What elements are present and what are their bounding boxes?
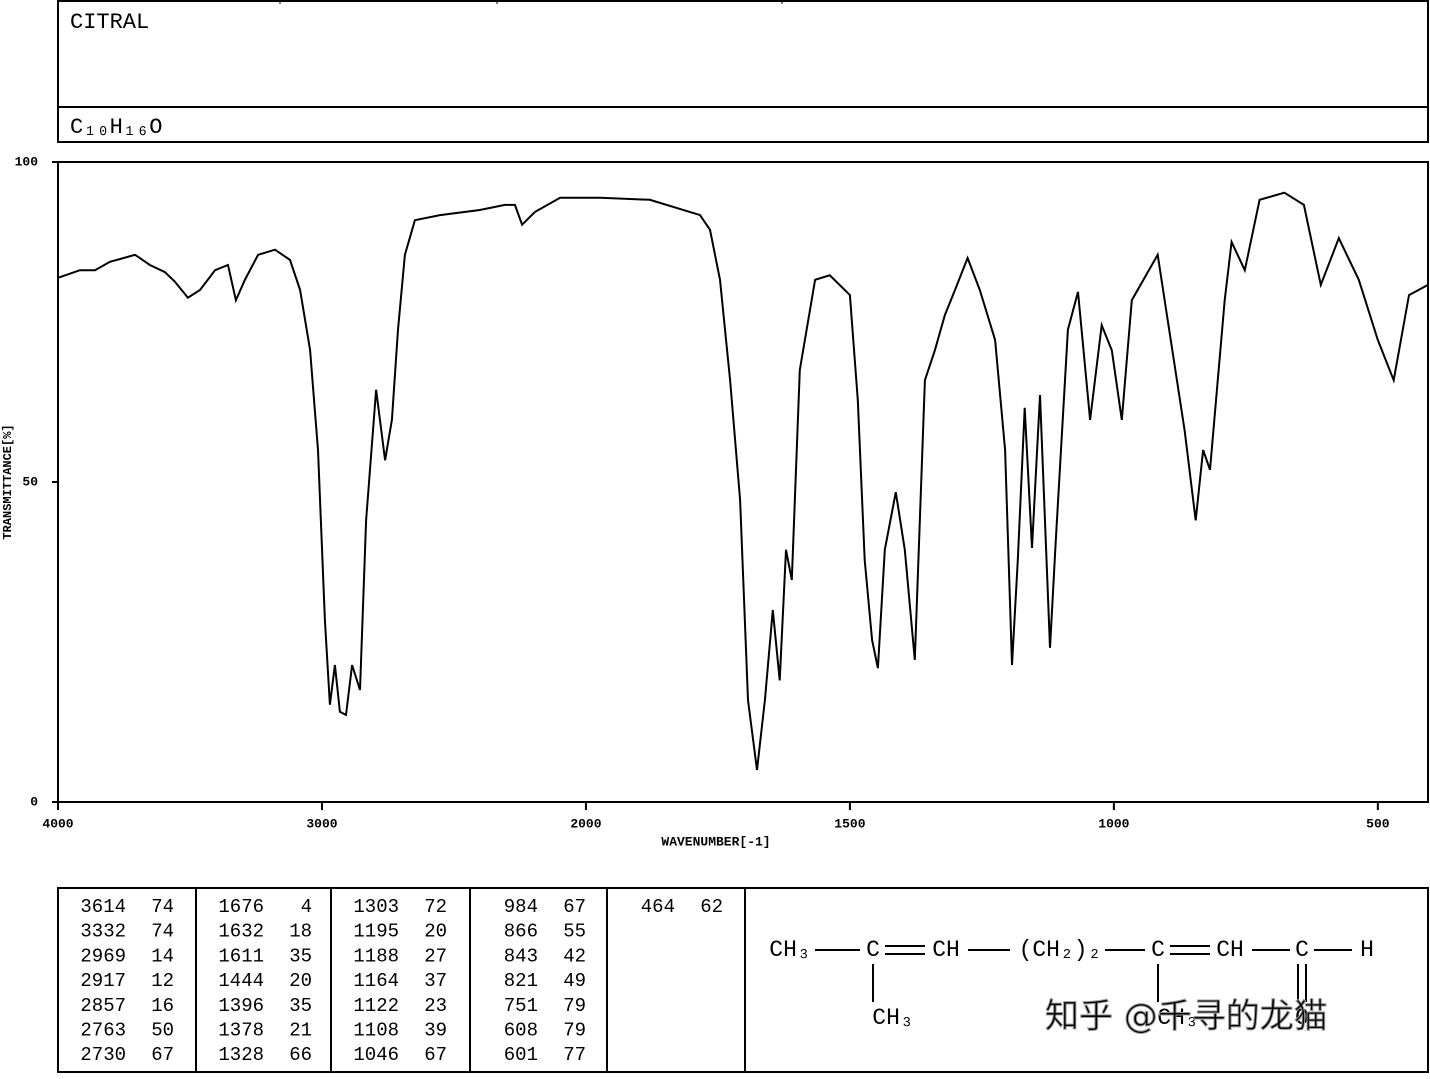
peak-transmittance: 35 [289, 995, 312, 1017]
peak-transmittance: 20 [424, 921, 447, 943]
peak-transmittance: 67 [424, 1044, 447, 1066]
peak-wavenumber: 1046 [353, 1044, 399, 1066]
structure-group: C [1295, 937, 1309, 963]
peak-wavenumber: 984 [504, 896, 538, 918]
header-box [57, 0, 1429, 143]
peak-wavenumber: 2763 [80, 1020, 126, 1042]
peak-wavenumber: 1676 [218, 896, 264, 918]
peak-wavenumber: 1195 [353, 921, 399, 943]
watermark: 知乎 @千寻的龙猫 [1045, 997, 1328, 1037]
x-tick-label: 500 [1366, 816, 1390, 831]
peak-transmittance: 39 [424, 1020, 447, 1042]
peak-transmittance: 67 [151, 1044, 174, 1066]
peak-wavenumber: 3332 [80, 921, 126, 943]
peak-transmittance: 23 [424, 995, 447, 1017]
peak-wavenumber: 1122 [353, 995, 399, 1017]
peak-transmittance: 66 [289, 1044, 312, 1066]
peak-transmittance: 42 [563, 945, 586, 967]
y-tick-label: 50 [22, 474, 38, 489]
peak-wavenumber: 2969 [80, 945, 126, 967]
peak-wavenumber: 3614 [80, 896, 126, 918]
formula: C₁₀H₁₆O [70, 115, 162, 140]
peak-transmittance: 67 [563, 896, 586, 918]
peak-wavenumber: 1632 [218, 921, 264, 943]
x-tick-label: 1500 [834, 816, 865, 831]
peak-wavenumber: 821 [504, 970, 538, 992]
peak-wavenumber: 1328 [218, 1044, 264, 1066]
peak-wavenumber: 464 [641, 896, 675, 918]
compound-name: CITRAL [70, 10, 149, 35]
peak-wavenumber: 2857 [80, 995, 126, 1017]
y-tick-label: 0 [30, 794, 38, 809]
peak-transmittance: 79 [563, 995, 586, 1017]
peak-transmittance: 74 [151, 896, 174, 918]
peak-transmittance: 35 [289, 945, 312, 967]
peak-transmittance: 49 [563, 970, 586, 992]
peak-wavenumber: 866 [504, 921, 538, 943]
peak-transmittance: 27 [424, 945, 447, 967]
peak-transmittance: 62 [700, 896, 723, 918]
structure-group: (CH₂)₂ [1019, 937, 1102, 963]
peak-wavenumber: 608 [504, 1020, 538, 1042]
peak-wavenumber: 1188 [353, 945, 399, 967]
peak-wavenumber: 1444 [218, 970, 264, 992]
peak-wavenumber: 1396 [218, 995, 264, 1017]
peak-transmittance: 79 [563, 1020, 586, 1042]
peak-wavenumber: 843 [504, 945, 538, 967]
peak-transmittance: 4 [301, 896, 312, 918]
y-tick-label: 100 [15, 154, 39, 169]
peak-transmittance: 21 [289, 1020, 312, 1042]
structure-group: CH [1216, 937, 1244, 963]
y-axis-label: TRANSMITTANCE[%] [1, 424, 15, 539]
peak-transmittance: 72 [424, 896, 447, 918]
peak-transmittance: 20 [289, 970, 312, 992]
structure-group: CH₃ [769, 937, 810, 963]
peak-wavenumber: 1303 [353, 896, 399, 918]
structure-group: CH [932, 937, 960, 963]
structure-group: C [1151, 937, 1165, 963]
x-tick-label: 4000 [42, 816, 73, 831]
peak-transmittance: 16 [151, 995, 174, 1017]
spectrum-line [57, 191, 1429, 771]
peak-wavenumber: 1108 [353, 1020, 399, 1042]
structure-group: H [1360, 937, 1374, 963]
x-tick-label: 3000 [306, 816, 337, 831]
structure-branch: O [1295, 1005, 1309, 1031]
peak-transmittance: 18 [289, 921, 312, 943]
peak-transmittance: 14 [151, 945, 174, 967]
peak-wavenumber: 2730 [80, 1044, 126, 1066]
x-tick-label: 1000 [1098, 816, 1129, 831]
plot-frame [57, 161, 1429, 803]
peak-wavenumber: 601 [504, 1044, 538, 1066]
x-axis-label: WAVENUMBER[-1] [661, 834, 770, 849]
peak-wavenumber: 2917 [80, 970, 126, 992]
peak-transmittance: 50 [151, 1020, 174, 1042]
x-tick-label: 2000 [570, 816, 601, 831]
peak-wavenumber: 1164 [353, 970, 399, 992]
peak-transmittance: 77 [563, 1044, 586, 1066]
structure-branch: CH₃ [1157, 1005, 1198, 1031]
peak-transmittance: 12 [151, 970, 174, 992]
peak-transmittance: 55 [563, 921, 586, 943]
structure-group: C [866, 937, 880, 963]
table-box [57, 887, 1429, 1073]
peak-wavenumber: 1378 [218, 1020, 264, 1042]
peak-transmittance: 37 [424, 970, 447, 992]
peak-transmittance: 74 [151, 921, 174, 943]
peak-wavenumber: 1611 [218, 945, 264, 967]
peak-wavenumber: 751 [504, 995, 538, 1017]
structure-branch: CH₃ [872, 1005, 913, 1031]
